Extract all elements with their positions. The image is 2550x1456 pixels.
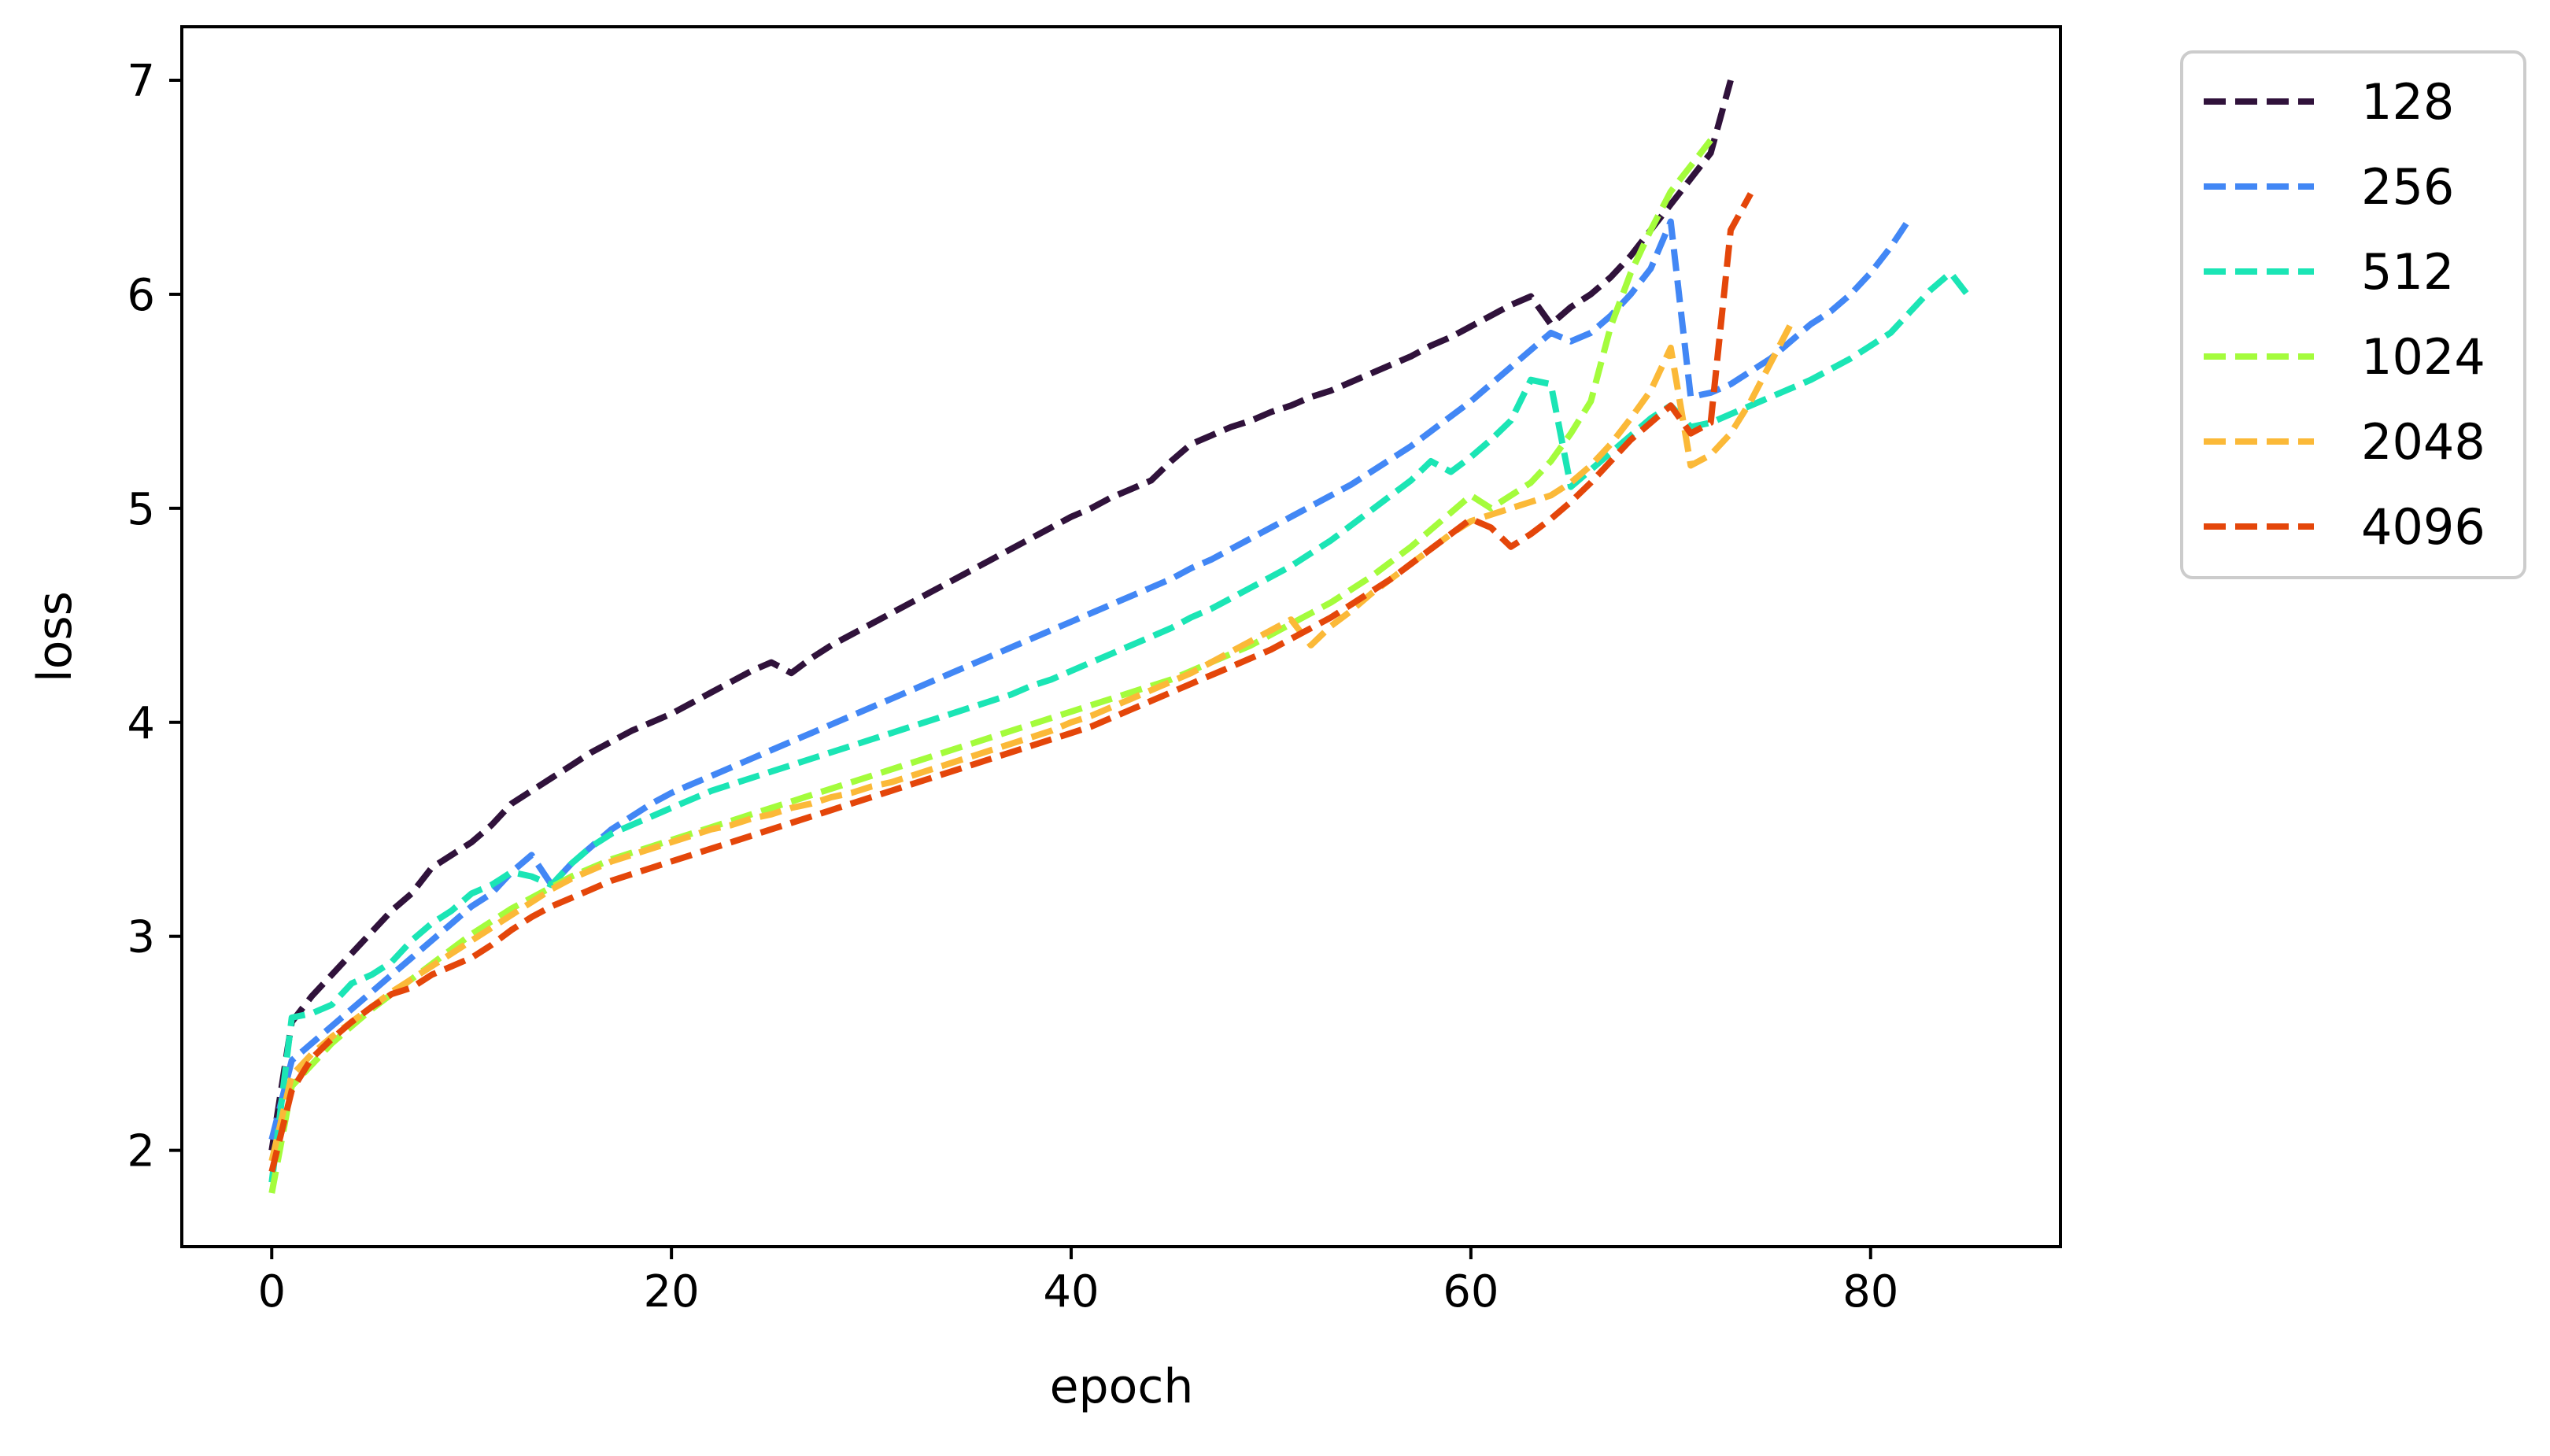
series-line-512 — [268, 269, 1973, 1183]
legend-label-4096: 4096 — [2361, 498, 2485, 556]
y-tick-label: 5 — [127, 484, 155, 535]
x-tick-label: 40 — [1043, 1266, 1099, 1317]
y-tick-label: 2 — [127, 1126, 155, 1177]
plot-area — [180, 25, 2062, 1248]
legend-label-2048: 2048 — [2361, 413, 2485, 471]
series-line-128 — [268, 79, 1734, 1151]
x-axis-ticks: 0 20 40 60 80 — [257, 1247, 1898, 1317]
y-axis-label: loss — [28, 591, 83, 682]
legend-label-512: 512 — [2361, 243, 2454, 301]
y-tick-label: 6 — [127, 270, 155, 321]
x-tick-label: 20 — [644, 1266, 700, 1317]
series-lines — [268, 79, 1973, 1194]
y-tick-label: 3 — [127, 912, 155, 963]
series-line-256 — [268, 215, 1913, 1140]
series-line-1024 — [268, 138, 1713, 1194]
legend-label-1024: 1024 — [2361, 328, 2485, 386]
y-tick-label: 4 — [127, 698, 155, 749]
x-axis-label: epoch — [1050, 1359, 1194, 1414]
legend-label-128: 128 — [2361, 73, 2454, 131]
x-tick-label: 80 — [1842, 1266, 1898, 1317]
y-tick-label: 7 — [127, 56, 155, 107]
legend-label-256: 256 — [2361, 158, 2454, 216]
legend: 128 256 512 1024 2048 4096 — [2180, 50, 2526, 579]
x-tick-label: 60 — [1443, 1266, 1499, 1317]
y-axis-ticks: 2 3 4 5 6 7 — [127, 56, 182, 1177]
series-line-4096 — [268, 192, 1754, 1173]
x-tick-label: 0 — [257, 1266, 286, 1317]
